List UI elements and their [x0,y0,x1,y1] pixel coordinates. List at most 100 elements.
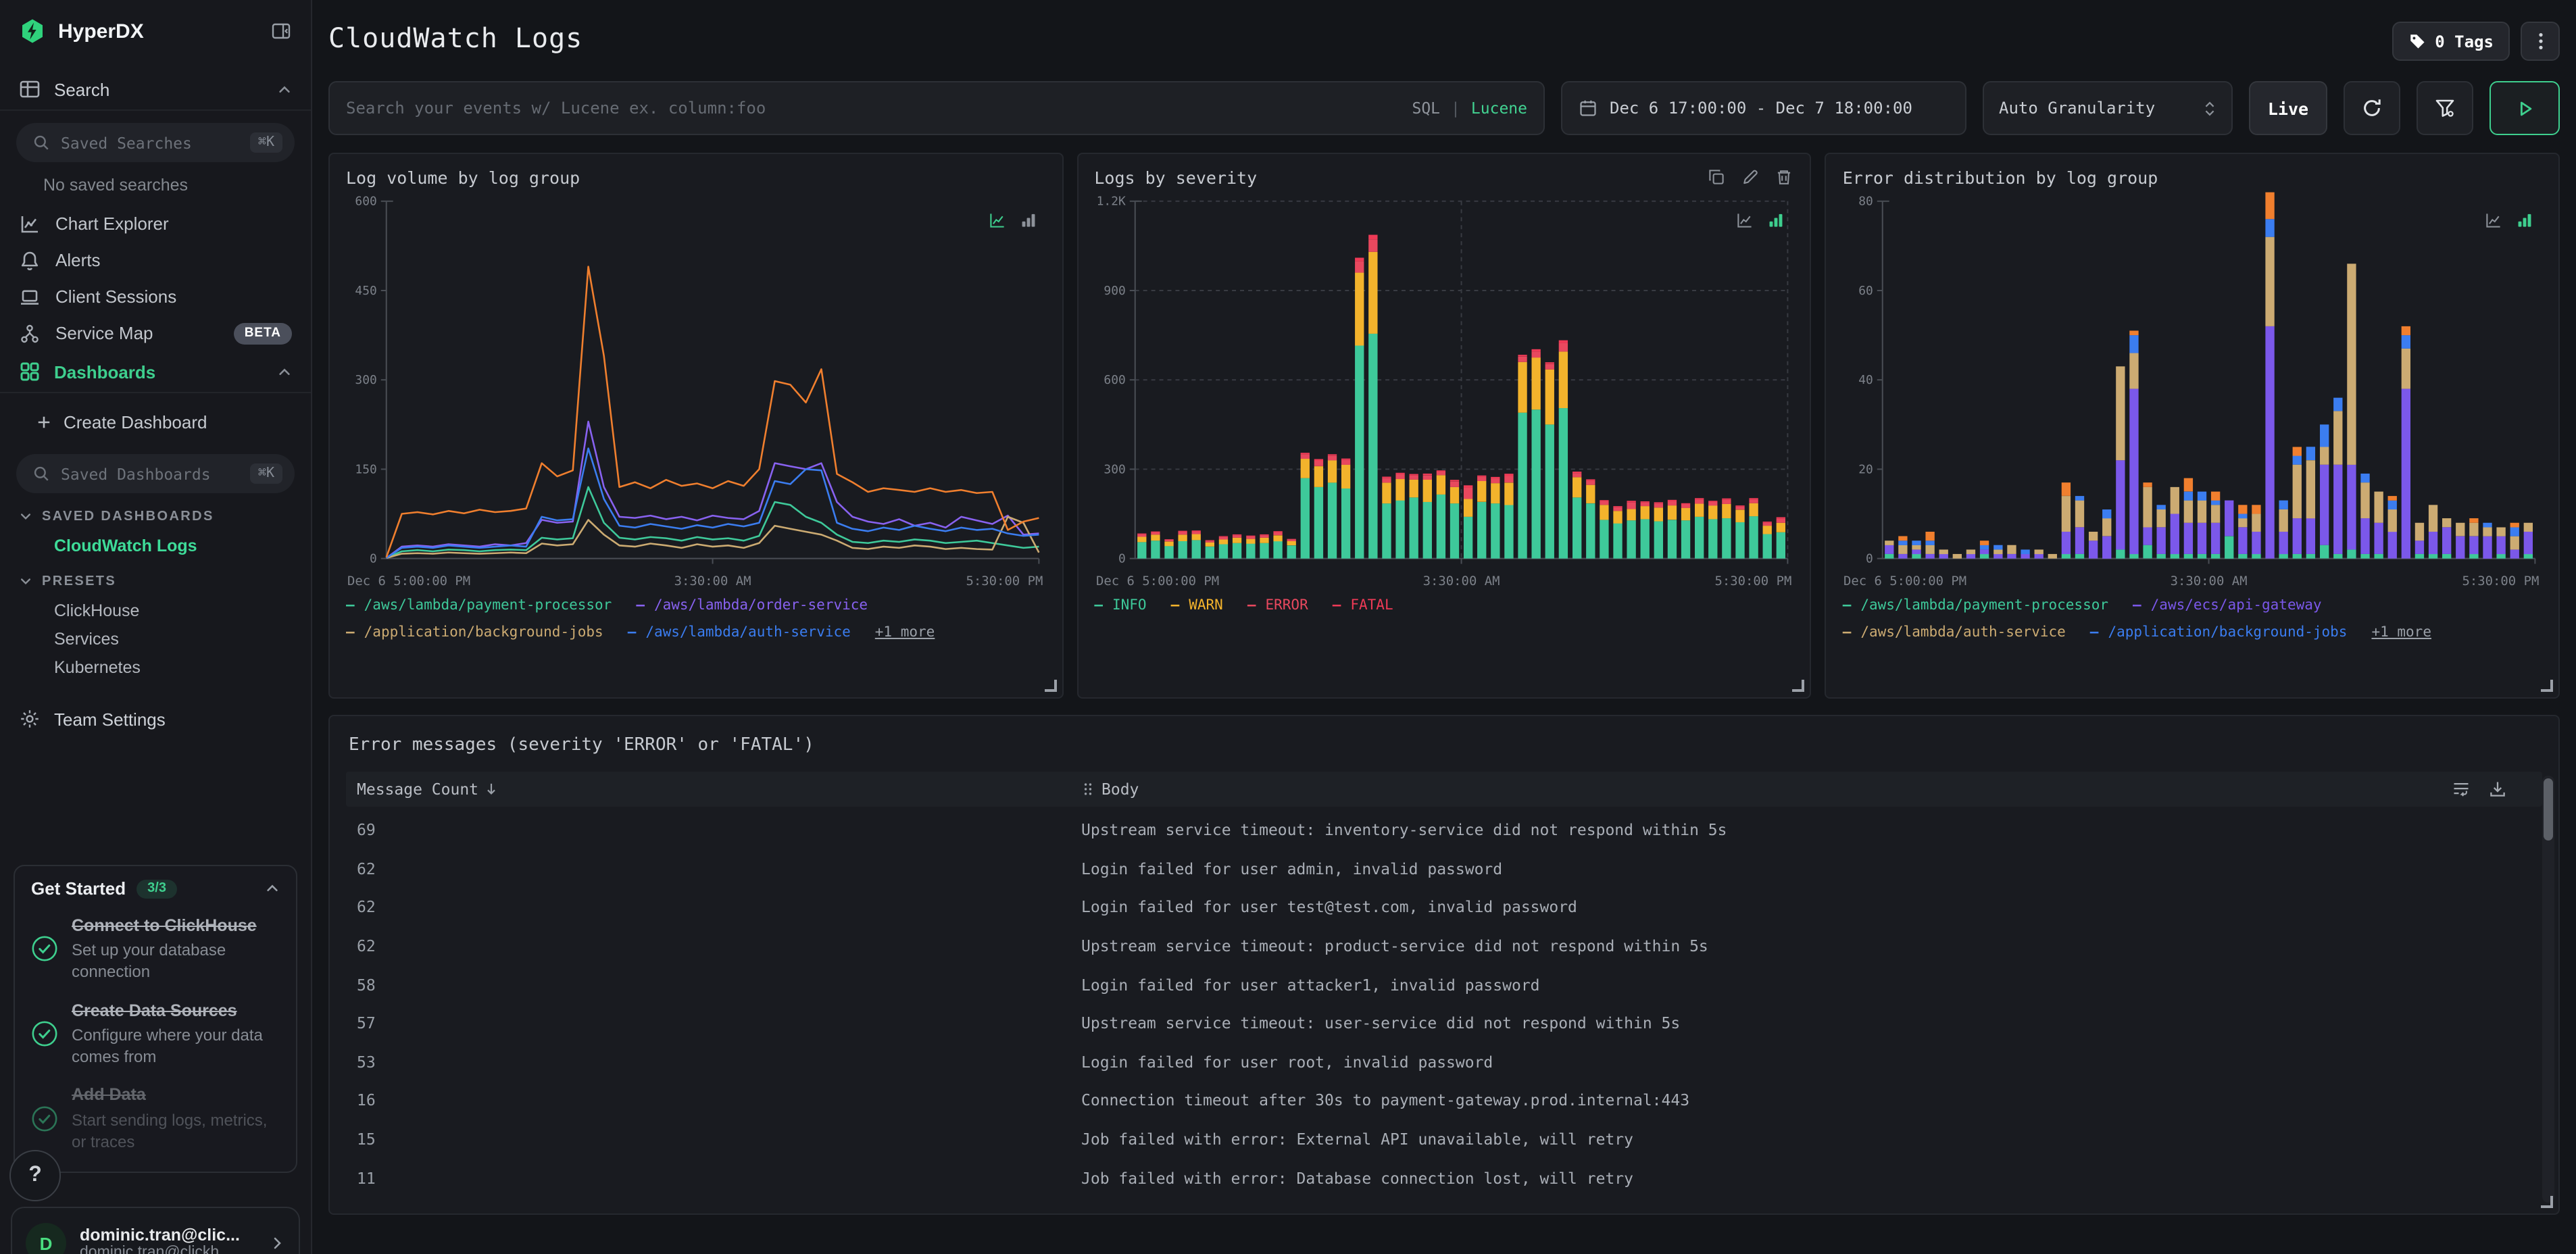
message-count-cell: 69 [357,820,376,840]
legend-item[interactable]: —/application/background-jobs [346,624,603,641]
help-button[interactable]: ? [9,1150,61,1201]
col-message-count[interactable]: Message Count [357,780,479,799]
legend-more-link[interactable]: +1 more [2371,624,2431,641]
chevron-up-icon[interactable] [265,881,280,896]
create-dashboard-button[interactable]: Create Dashboard [0,401,311,442]
download-icon[interactable] [2488,780,2507,799]
get-started-step[interactable]: Add Data Start sending logs, metrics, or … [31,1084,280,1153]
svg-text:80: 80 [1859,195,1874,209]
sidebar-dashboards-label: Dashboards [54,361,156,382]
table-row[interactable]: 62 Upstream service timeout: product-serv… [346,927,2542,965]
table-row[interactable]: 11 Job failed with error: Database connec… [346,1159,2542,1197]
tags-button[interactable]: 0 Tags [2392,22,2510,61]
user-menu[interactable]: D dominic.tran@clic... dominic.tran@clic… [11,1207,300,1254]
legend-item[interactable]: —/aws/lambda/payment-processor [1842,597,2108,613]
dashboard-link-kubernetes[interactable]: Kubernetes [54,657,141,676]
run-query-button[interactable] [2490,81,2560,135]
table-row[interactable]: 57 Upstream service timeout: user-service… [346,1004,2542,1043]
table-row[interactable]: 16 Connection timeout after 30s to paymen… [346,1081,2542,1120]
get-started-step[interactable]: Create Data Sources Configure where your … [31,999,280,1068]
duplicate-icon[interactable] [1708,168,1727,186]
chart-panel-error-distribution-by-log-group: Error distribution by log group 80 60 40 20 0… [1825,153,2560,699]
saved-dashboards-input[interactable]: Saved Dashboards ⌘K [16,454,295,493]
filter-button[interactable] [2417,81,2473,135]
table-row[interactable]: 62 Login failed for user admin, invalid p… [346,849,2542,888]
get-started-step[interactable]: Connect to ClickHouse Set up your databas… [31,915,280,983]
sidebar-item-dashboards[interactable]: Dashboards [0,351,311,392]
legend-item[interactable]: —/aws/ecs/api-gateway [2133,597,2322,613]
dashboard-link-services[interactable]: Services [54,629,119,648]
saved-searches-input[interactable]: Saved Searches ⌘K [16,123,295,162]
date-range-value: Dec 6 17:00:00 - Dec 7 18:00:00 [1610,99,1912,118]
bell-icon [19,249,41,271]
table-title: Error messages (severity 'ERROR' or 'FAT… [349,735,814,755]
sidebar-item-service-map[interactable]: Service Map BETA [0,315,311,351]
svg-text:60: 60 [1859,284,1874,298]
table-row[interactable]: 62 Login failed for user test@test.com, i… [346,888,2542,926]
panel-resize-handle[interactable] [2541,1196,2553,1208]
panel-resize-handle[interactable] [2541,680,2554,692]
wrap-text-icon[interactable] [2452,780,2471,799]
bar-mode-icon[interactable] [2515,211,2534,230]
bar-mode-icon[interactable] [1018,211,1037,230]
step-title: Connect to ClickHouse [72,916,257,935]
legend-item[interactable]: — FATAL [1332,597,1393,613]
more-options-button[interactable] [2521,22,2560,61]
chevron-up-icon[interactable] [277,364,292,379]
main-content: CloudWatch Logs 0 Tags Search your event… [312,0,2576,1254]
chevron-up-icon[interactable] [277,82,292,97]
drag-handle-icon[interactable] [1081,781,1095,797]
sidebar-item-search[interactable]: Search [0,69,311,109]
bar-mode-icon[interactable] [1767,211,1786,230]
message-count-cell: 15 [357,1130,376,1149]
chevron-down-icon [19,574,32,588]
table-row[interactable]: 58 Login failed for user attacker1, inval… [346,965,2542,1004]
line-mode-icon[interactable] [2484,211,2503,230]
sidebar-item-client-sessions[interactable]: Client Sessions [0,278,311,315]
app-logo-text: HyperDX [58,20,144,43]
granularity-select[interactable]: Auto Granularity [1983,81,2233,135]
legend-item[interactable]: —/application/background-jobs [2089,624,2348,641]
live-button[interactable]: Live [2249,81,2327,135]
sidebar-item-alerts[interactable]: Alerts [0,242,311,278]
refresh-button[interactable] [2344,81,2400,135]
svg-text:5:30:00 PM: 5:30:00 PM [966,574,1043,588]
dashboard-link-cloudwatch-logs[interactable]: CloudWatch Logs [54,536,197,555]
delete-icon[interactable] [1775,168,1794,186]
legend-item[interactable]: — WARN [1170,597,1223,613]
table-scrollbar-thumb[interactable] [2544,778,2553,841]
table-row[interactable]: 69 Upstream service timeout: inventory-se… [346,811,2542,849]
edit-icon[interactable] [1741,168,1760,186]
legend-more-link[interactable]: +1 more [874,624,935,641]
lucene-mode-toggle[interactable]: Lucene [1470,99,1527,118]
panel-resize-handle[interactable] [1792,680,1805,692]
legend-item[interactable]: —/aws/lambda/auth-service [1842,624,2066,641]
sort-desc-icon[interactable] [485,781,497,797]
chart-title: Error distribution by log group [1842,168,2158,188]
table-row[interactable]: 53 Login failed for user root, invalid pa… [346,1043,2542,1081]
legend-item[interactable]: —/aws/lambda/auth-service [627,624,851,641]
legend-item[interactable]: —/aws/lambda/payment-processor [346,597,612,613]
sidebar-collapse-icon[interactable] [270,20,292,42]
date-range-picker[interactable]: Dec 6 17:00:00 - Dec 7 18:00:00 [1561,81,1966,135]
event-search-input[interactable]: Search your events w/ Lucene ex. column:… [328,81,1545,135]
sidebar: HyperDX Search Saved Searches ⌘K No save… [0,0,312,1254]
line-mode-icon[interactable] [987,211,1006,230]
search-icon [32,465,50,482]
dashboard-link-clickhouse[interactable]: ClickHouse [54,601,140,620]
sidebar-item-chart-explorer[interactable]: Chart Explorer [0,205,311,242]
sidebar-item-team-settings[interactable]: Team Settings [0,699,311,739]
sql-mode-toggle[interactable]: SQL [1412,99,1441,118]
group-label-saved-dashboards[interactable]: SAVED DASHBOARDS [0,501,311,531]
charts-row: Log volume by log group 600 450 300 150 0 Dec … [328,153,2560,699]
table-row[interactable]: 15 Job failed with error: External API un… [346,1120,2542,1159]
mode-divider: | [1451,99,1460,118]
line-mode-icon[interactable] [1736,211,1755,230]
col-body[interactable]: Body [1101,780,1139,799]
legend-item[interactable]: —/aws/lambda/order-service [636,597,868,613]
group-label-presets[interactable]: PRESETS [0,566,311,596]
legend-item[interactable]: — ERROR [1247,597,1308,613]
legend-item[interactable]: — INFO [1094,597,1147,613]
get-started-header[interactable]: Get Started 3/3 [31,878,280,899]
panel-resize-handle[interactable] [1044,680,1057,692]
